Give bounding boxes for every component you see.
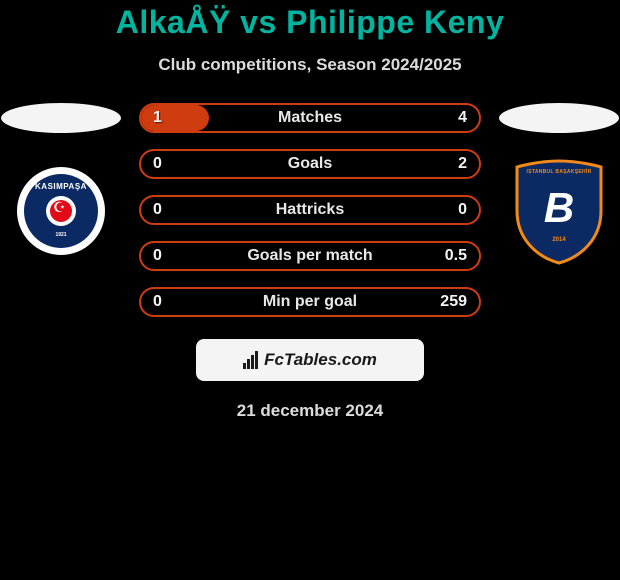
stat-right-value: 259 [440,289,467,315]
stat-bar: 1Matches4 [139,103,481,133]
date-text: 21 december 2024 [0,401,620,421]
stat-label: Min per goal [141,289,479,315]
stat-label: Goals per match [141,243,479,269]
right-team-logo: ISTANBUL BAŞAKŞEHİR B 2014 [509,161,609,261]
left-player-photo [1,103,121,133]
basaksehir-letter: B [511,187,607,229]
stat-bar: 0Goals per match0.5 [139,241,481,271]
stats-column: 1Matches40Goals20Hattricks00Goals per ma… [139,103,481,317]
stat-bar: 0Hattricks0 [139,195,481,225]
stat-right-value: 0 [458,197,467,223]
basaksehir-year: 2014 [511,237,607,243]
basaksehir-logo-icon: ISTANBUL BAŞAKŞEHİR B 2014 [509,157,609,265]
comparison-card: AlkaÅŸ vs Philippe Keny Club competition… [0,0,620,421]
stat-bar: 0Min per goal259 [139,287,481,317]
stat-right-value: 2 [458,151,467,177]
basaksehir-name: ISTANBUL BAŞAKŞEHİR [511,169,607,175]
right-player-col: ISTANBUL BAŞAKŞEHİR B 2014 [499,103,619,261]
stat-right-value: 0.5 [445,243,467,269]
stat-bar: 0Goals2 [139,149,481,179]
kasimpasa-year: 1921 [55,232,66,238]
bar-chart-icon [243,351,258,369]
stat-right-value: 4 [458,105,467,131]
turkey-flag-icon [50,200,72,222]
stat-label: Goals [141,151,479,177]
main-row: KASIMPAŞA 1921 1Matches40Goals20Hattrick… [0,103,620,317]
page-title: AlkaÅŸ vs Philippe Keny [0,4,620,41]
fctables-badge[interactable]: FcTables.com [196,339,424,381]
right-player-photo [499,103,619,133]
kasimpasa-logo-icon: KASIMPAŞA 1921 [17,167,105,255]
stat-label: Matches [141,105,479,131]
kasimpasa-name: KASIMPAŞA [35,182,87,191]
page-subtitle: Club competitions, Season 2024/2025 [0,55,620,75]
fctables-label: FcTables.com [264,350,377,370]
left-player-col: KASIMPAŞA 1921 [1,103,121,261]
left-team-logo: KASIMPAŞA 1921 [11,161,111,261]
stat-label: Hattricks [141,197,479,223]
